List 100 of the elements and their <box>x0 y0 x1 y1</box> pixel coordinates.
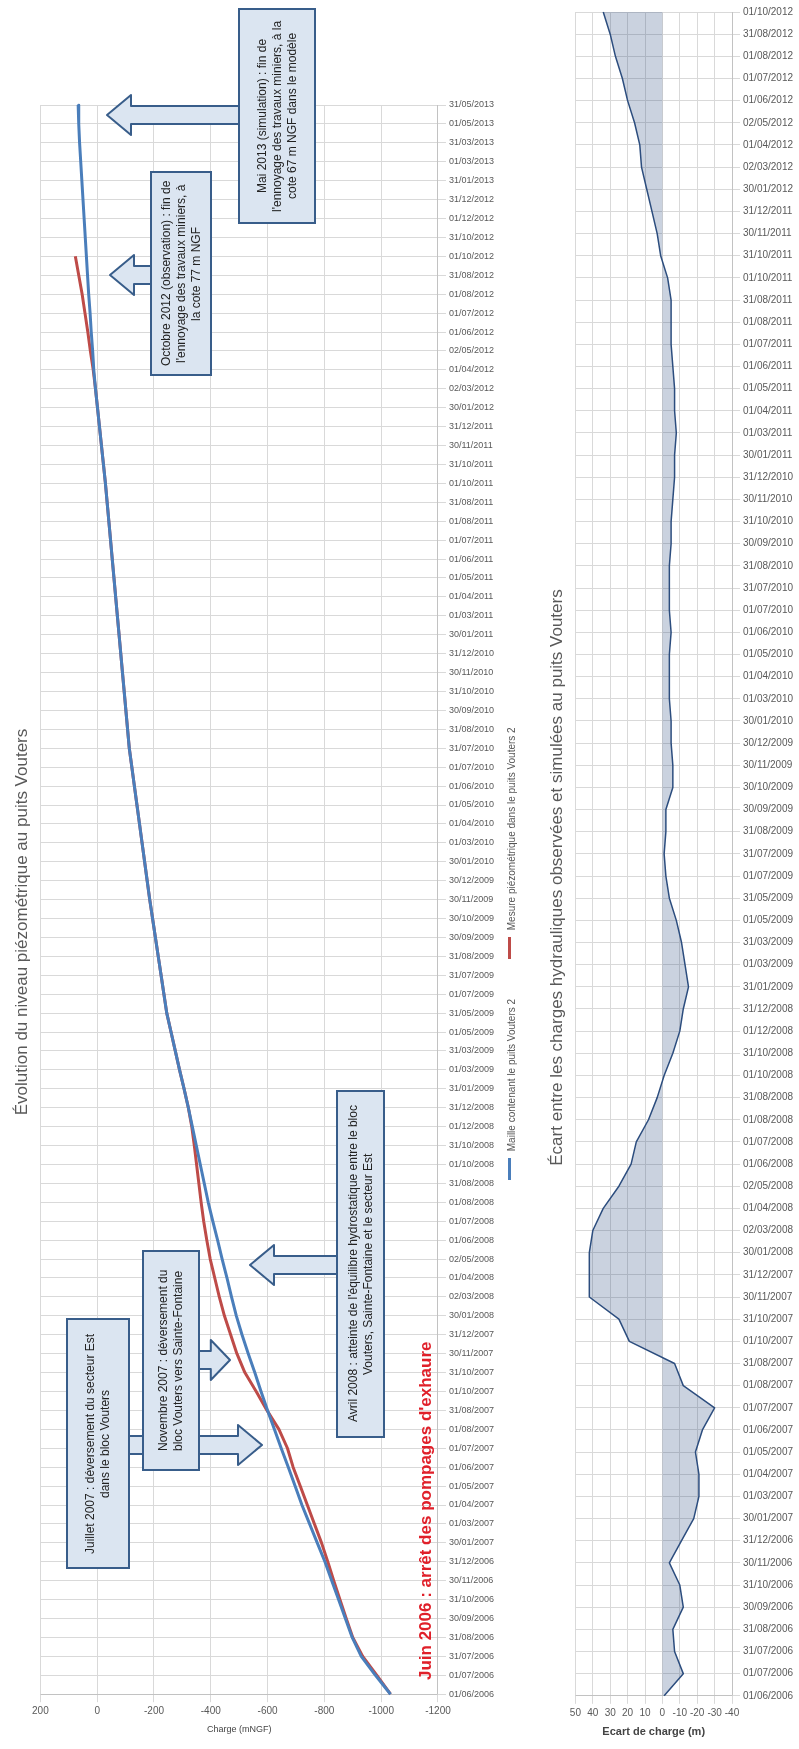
y-tick-label: 01/05/2013 <box>448 118 494 129</box>
y-tick-label: 31/12/2011 <box>743 205 793 217</box>
y-tick-label: 31/10/2006 <box>448 1594 494 1605</box>
callout-box: Juillet 2007 : déversement du secteur Est dans le bloc Vouters <box>66 1318 130 1569</box>
y-tick-label: 01/04/2008 <box>743 1202 794 1214</box>
y-tick-label: 31/01/2009 <box>743 980 794 992</box>
y-tick-label: 01/04/2012 <box>743 138 794 150</box>
y-tick-label: 02/05/2012 <box>743 116 794 128</box>
x-tick-label: -1200 <box>425 1704 452 1716</box>
y-tick-label: 01/06/2010 <box>448 780 494 791</box>
y-tick-label: 01/07/2009 <box>743 869 794 881</box>
y-tick-label: 01/12/2008 <box>448 1121 494 1132</box>
text: Évolution du niveau piézométrique au puits Vouters <box>11 728 31 1116</box>
y-tick-label: 01/08/2012 <box>743 50 794 62</box>
y-tick-label: 31/10/2012 <box>448 231 494 242</box>
y-tick-label: 01/03/2007 <box>448 1518 494 1529</box>
y-tick-label: 01/06/2010 <box>743 626 794 638</box>
y-tick-label: 30/01/2011 <box>448 629 494 640</box>
y-tick-label: 02/05/2008 <box>743 1179 794 1191</box>
y-tick-label: 31/08/2009 <box>743 825 794 837</box>
y-tick-label: 02/05/2008 <box>448 1253 494 1264</box>
y-tick-label: 01/05/2007 <box>743 1445 794 1457</box>
y-tick-label: 01/08/2012 <box>448 288 494 299</box>
y-tick-label: 01/05/2010 <box>448 799 494 810</box>
y-tick-label: 30/09/2006 <box>448 1613 494 1624</box>
y-tick-label: 01/06/2007 <box>743 1423 794 1435</box>
y-tick-label: 01/08/2008 <box>448 1196 494 1207</box>
y-tick-label: 01/07/2007 <box>448 1442 494 1453</box>
y-tick-label: 01/06/2008 <box>448 1234 494 1245</box>
y-tick-label: 30/01/2012 <box>743 182 794 194</box>
y-tick-label: 30/11/2007 <box>448 1348 494 1359</box>
x-tick-label: -800 <box>314 1704 335 1716</box>
y-tick-label: 01/04/2007 <box>448 1499 494 1510</box>
y-tick-label: 31/12/2012 <box>448 194 494 205</box>
y-tick-label: 31/10/2006 <box>743 1578 794 1590</box>
y-tick-label: 31/03/2009 <box>448 1045 494 1056</box>
y-tick-label: 01/08/2011 <box>743 315 793 327</box>
text: Écart entre les charges hydrauliques observées et simulées au puits Vouters <box>546 589 566 1166</box>
y-tick-label: 31/12/2006 <box>743 1534 794 1546</box>
y-tick-label: 31/08/2011 <box>448 496 494 507</box>
callout-box: Avril 2008 : atteinte de l'équilibre hydrostatique entre le bloc Vouters, Sainte-Fontaine et le secteur Est <box>336 1090 385 1438</box>
x-tick-label: -10 <box>672 1706 688 1718</box>
y-tick-label: 31/12/2010 <box>448 648 494 659</box>
y-tick-label: 01/04/2012 <box>448 364 494 375</box>
callout-box: Octobre 2012 (observation) : fin de l'ennoyage des travaux miniers, à la cote 77 m NGF <box>150 171 212 376</box>
y-tick-label: 01/06/2011 <box>743 360 793 372</box>
y-tick-label: 01/07/2011 <box>743 338 793 350</box>
y-tick-label: 31/01/2009 <box>448 1083 494 1094</box>
y-tick-label: 01/03/2007 <box>743 1490 794 1502</box>
annotation: Octobre 2012 (observation) : fin de l'ennoyage des travaux miniers, à la cote 77 m NGF <box>158 179 204 368</box>
y-tick-label: 30/11/2009 <box>448 894 494 905</box>
x-tick-label: 30 <box>604 1706 617 1718</box>
y-tick-label: 01/05/2007 <box>448 1480 494 1491</box>
y-tick-label: 02/03/2008 <box>448 1291 494 1302</box>
y-tick-label: 01/03/2010 <box>448 837 494 848</box>
y-tick-label: 31/05/2009 <box>743 891 794 903</box>
y-tick-label: 31/08/2012 <box>743 27 794 39</box>
y-tick-label: 30/01/2010 <box>448 856 494 867</box>
y-tick-label: 31/08/2007 <box>448 1404 494 1415</box>
y-tick-label: 02/03/2008 <box>743 1224 794 1236</box>
y-tick-label: 30/01/2011 <box>743 448 793 460</box>
y-tick-label: 31/08/2010 <box>743 559 794 571</box>
callout-box: Novembre 2007 : déversement du bloc Vouters vers Sainte-Fontaine <box>142 1250 200 1471</box>
y-tick-label: 01/03/2009 <box>448 1064 494 1075</box>
y-tick-label: 30/09/2010 <box>448 704 494 715</box>
y-tick-label: 31/12/2010 <box>743 471 794 483</box>
y-tick-label: 01/07/2010 <box>743 603 794 615</box>
x-axis-title: Ecart de charge (m) <box>602 1725 706 1738</box>
y-tick-label: 31/10/2011 <box>743 249 793 261</box>
y-tick-label: 01/06/2008 <box>743 1157 794 1169</box>
y-tick-label: 01/08/2007 <box>743 1379 794 1391</box>
y-tick-label: 01/04/2011 <box>448 591 494 602</box>
y-tick-label: 30/11/2007 <box>743 1290 793 1302</box>
y-tick-label: 01/05/2010 <box>743 648 794 660</box>
y-tick-label: 01/07/2007 <box>743 1401 794 1413</box>
y-tick-label: 31/10/2010 <box>743 515 794 527</box>
y-tick-label: 31/10/2008 <box>743 1047 794 1059</box>
y-tick-label: 31/08/2007 <box>743 1357 794 1369</box>
y-tick-label: 01/08/2008 <box>743 1113 794 1125</box>
text: Mesure piézométrique dans le puits Vouters 2 <box>506 727 517 933</box>
y-tick-label: 01/03/2011 <box>743 426 793 438</box>
y-tick-label: 31/08/2006 <box>743 1623 794 1635</box>
y-tick-label: 01/06/2011 <box>448 553 494 564</box>
y-tick-label: 31/03/2013 <box>448 137 494 148</box>
y-tick-label: 31/08/2011 <box>743 293 793 305</box>
x-tick-label: -600 <box>257 1704 279 1716</box>
annotation: Juillet 2007 : déversement du secteur Est dans le bloc Vouters <box>83 1332 113 1556</box>
y-tick-label: 01/07/2006 <box>448 1669 494 1680</box>
y-tick-label: 31/12/2008 <box>743 1002 794 1014</box>
y-tick-label: 31/12/2007 <box>448 1329 494 1340</box>
y-tick-label: 31/10/2007 <box>448 1367 494 1378</box>
y-tick-label: 01/07/2008 <box>743 1135 794 1147</box>
y-tick-label: 02/03/2012 <box>448 383 494 394</box>
y-tick-label: 31/07/2006 <box>448 1650 494 1661</box>
y-tick-label: 31/08/2008 <box>743 1091 794 1103</box>
y-tick-label: 31/12/2011 <box>448 421 494 432</box>
x-tick-label: 40 <box>587 1706 599 1718</box>
y-tick-label: 01/06/2006 <box>743 1689 794 1701</box>
annotation: Novembre 2007 : déversement du bloc Vouters vers Sainte-Fontaine <box>156 1268 186 1454</box>
y-tick-label: 30/09/2009 <box>448 931 494 942</box>
